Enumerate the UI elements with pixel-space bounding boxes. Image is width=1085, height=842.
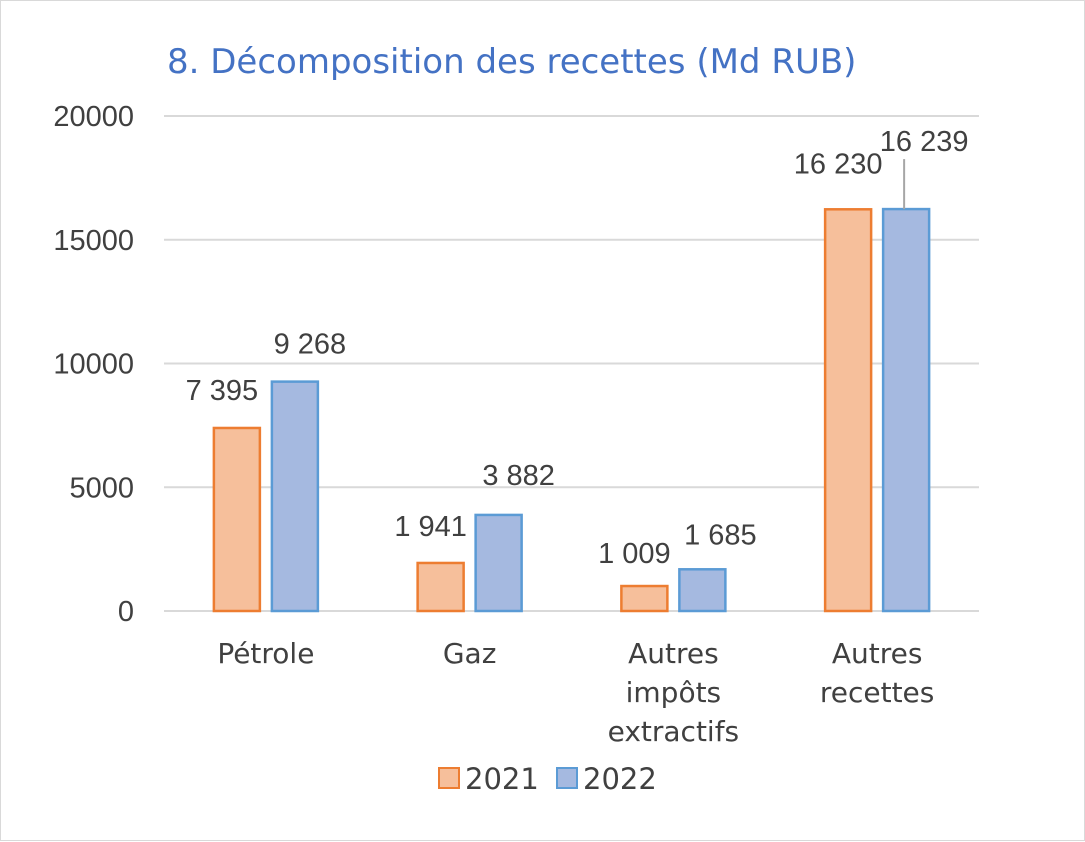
bar-2021-3 [823,208,873,613]
data-label: 9 268 [274,329,347,361]
y-axis: 0 5000 10000 15000 20000 [53,101,134,628]
chart-title: 8. Décomposition des recettes (Md RUB) [167,42,856,82]
data-label: 16 230 [794,148,883,180]
y-tick-label: 5000 [69,472,134,504]
x-category-label: extractifs [608,715,740,748]
legend-swatch-2022 [556,767,578,789]
y-tick-label: 15000 [53,225,134,257]
bars [212,207,931,613]
data-label: 1 685 [684,519,757,551]
y-tick-label: 10000 [53,349,134,381]
bar-2022-0 [270,380,320,613]
data-label: 3 882 [482,460,555,492]
x-category-label: Autres [832,637,923,670]
x-category-label: Autres [628,637,719,670]
bar-2022-3 [881,207,931,613]
bar-2022-1 [474,513,523,613]
data-label: 1 009 [598,538,671,570]
x-category-label: impôts [626,676,722,709]
x-category-label: Pétrole [217,637,314,670]
data-label: 1 941 [394,511,467,543]
legend-label: 2021 [465,762,539,796]
x-category-label: recettes [820,676,935,709]
legend: 2021 2022 [438,762,657,796]
x-category-label: Gaz [443,637,497,670]
legend-label: 2022 [583,762,657,796]
legend-swatch-2021 [438,767,460,789]
data-label: 16 239 [880,126,969,158]
bar-2022-2 [678,568,727,613]
bar-2021-2 [620,584,669,613]
bar-2021-0 [212,426,262,613]
x-axis: Pétrole Gaz Autres impôts extractifs Autres re… [217,637,934,748]
y-tick-label: 20000 [53,101,134,133]
bar-2021-1 [416,561,465,613]
y-tick-label: 0 [118,596,134,628]
data-label: 7 395 [186,375,259,407]
